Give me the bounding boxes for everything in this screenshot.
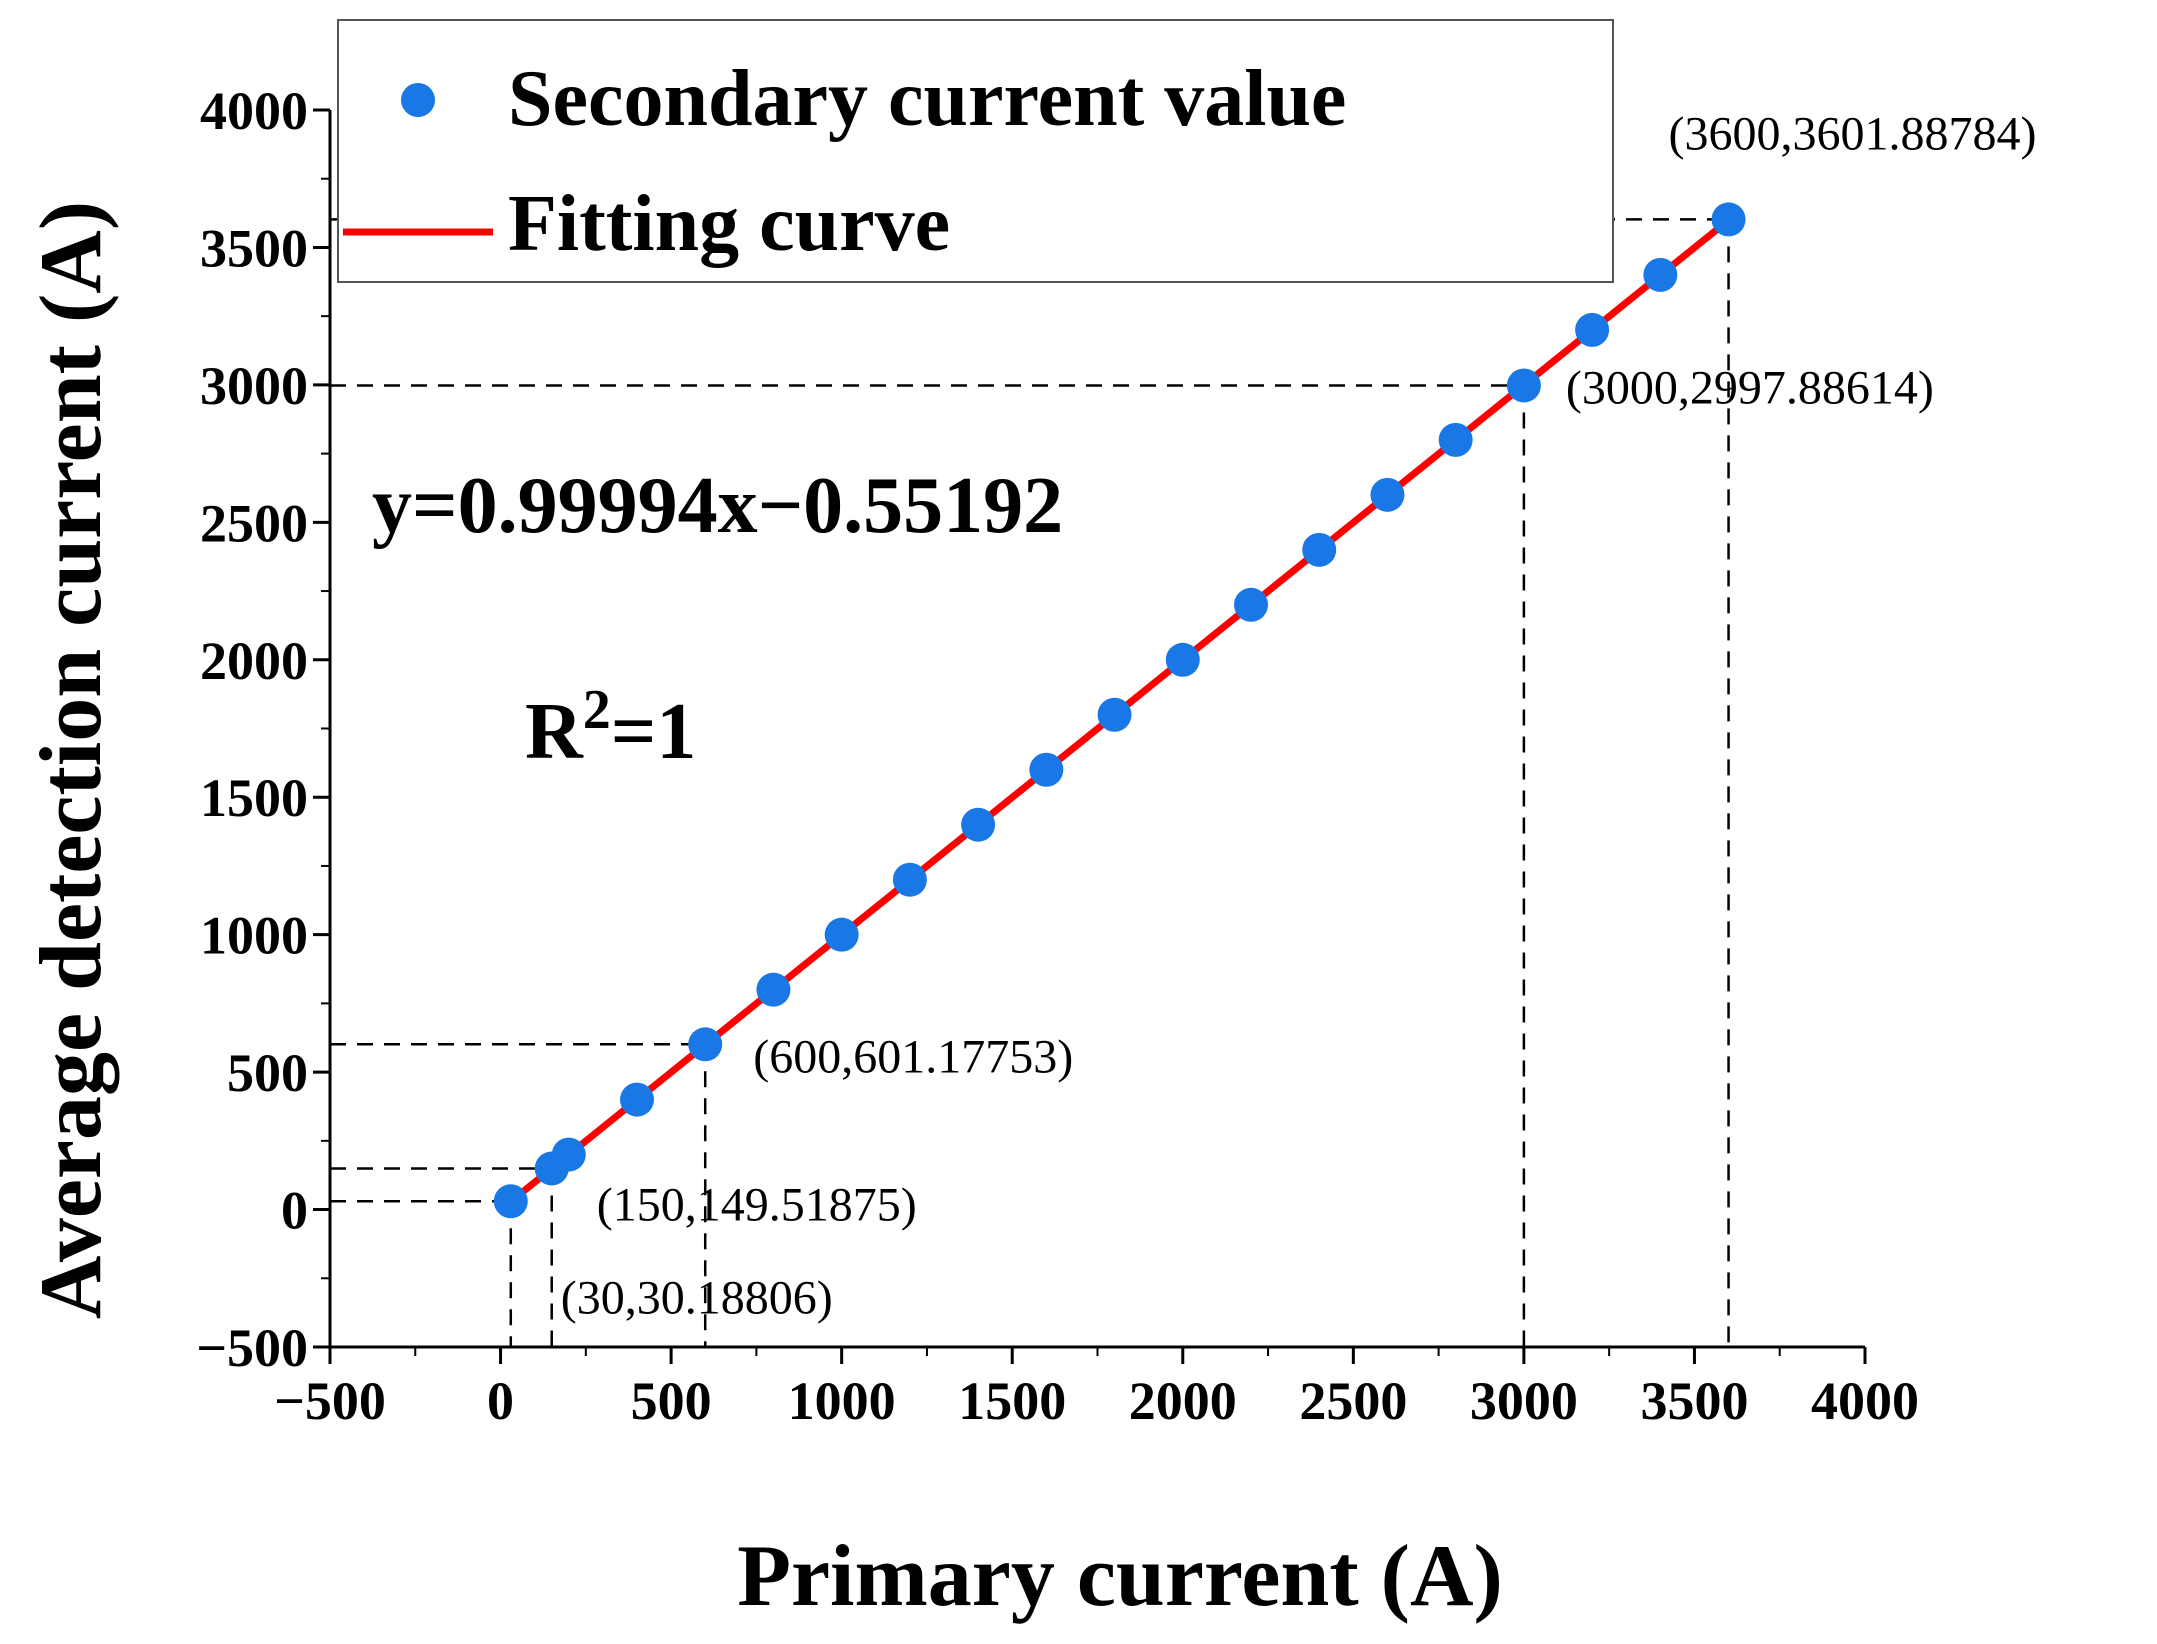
point-annotation: (30,30.18806): [561, 1271, 833, 1324]
data-point: [1711, 202, 1746, 237]
x-tick-label: 2000: [1129, 1371, 1237, 1431]
point-annotation: (600,601.17753): [753, 1030, 1073, 1083]
y-tick-label: 0: [281, 1181, 308, 1241]
r-squared-base: R: [525, 688, 584, 776]
data-point: [961, 807, 996, 842]
x-tick-label: 500: [631, 1371, 712, 1431]
x-tick-label: 4000: [1811, 1371, 1919, 1431]
legend: Secondary current value Fitting curve: [337, 19, 1614, 283]
point-annotation: (150,149.51875): [597, 1178, 917, 1231]
y-tick-label: 3000: [200, 356, 308, 416]
data-point: [551, 1137, 586, 1172]
x-tick-label: 3500: [1640, 1371, 1748, 1431]
y-tick-label: 1500: [200, 768, 308, 828]
y-tick-label: 1000: [200, 906, 308, 966]
point-annotations: (30,30.18806) (150,149.51875) (600,601.177…: [561, 107, 2037, 1324]
data-point: [892, 862, 927, 897]
data-point: [1165, 642, 1200, 677]
equation-label: y=0.99994x−0.55192: [372, 462, 1063, 550]
y-tick-label: −500: [196, 1318, 308, 1378]
y-tick-label: 4000: [200, 81, 308, 141]
legend-marker-scatter: [401, 83, 435, 117]
data-points: [493, 202, 1746, 1219]
data-point: [1029, 752, 1064, 787]
data-point: [824, 917, 859, 952]
data-point: [1575, 312, 1610, 347]
axes: −500 0 500 1000 1500 2000 2500 3000 3500 4000−500…: [196, 81, 1919, 1431]
legend-label-secondary: Secondary current value: [508, 55, 1346, 143]
legend-box: [337, 19, 1614, 283]
r-squared-exponent: 2: [583, 679, 611, 741]
r-squared-value: =1: [611, 688, 697, 776]
data-point: [493, 1184, 528, 1219]
x-tick-label: 1500: [958, 1371, 1066, 1431]
x-tick-label: 1000: [788, 1371, 896, 1431]
data-point: [620, 1082, 654, 1117]
x-tick-label: 3000: [1470, 1371, 1578, 1431]
data-point: [1097, 697, 1132, 732]
y-tick-label: 500: [227, 1043, 308, 1103]
x-tick-label: −500: [274, 1371, 386, 1431]
data-point: [1234, 587, 1268, 622]
data-point: [1506, 368, 1541, 403]
y-tick-label: 2000: [200, 631, 308, 691]
data-point: [1438, 422, 1473, 457]
data-point: [1302, 532, 1337, 567]
x-tick-label: 2500: [1299, 1371, 1407, 1431]
point-annotation: (3000,2997.88614): [1566, 361, 1934, 414]
legend-label-fit: Fitting curve: [508, 180, 950, 268]
r-squared-label: R2=1: [525, 679, 696, 776]
x-axis-title: Primary current (A): [737, 1528, 1503, 1625]
data-point: [1643, 257, 1678, 292]
x-tick-label: 0: [487, 1371, 514, 1431]
data-point: [688, 1027, 723, 1062]
y-tick-label: 2500: [200, 493, 308, 553]
y-axis-title: Average detection current (A): [23, 201, 120, 1319]
point-annotation: (3600,3601.88784): [1669, 107, 2037, 160]
data-point: [1370, 477, 1405, 512]
y-tick-label: 3500: [200, 218, 308, 278]
data-point: [756, 972, 791, 1007]
